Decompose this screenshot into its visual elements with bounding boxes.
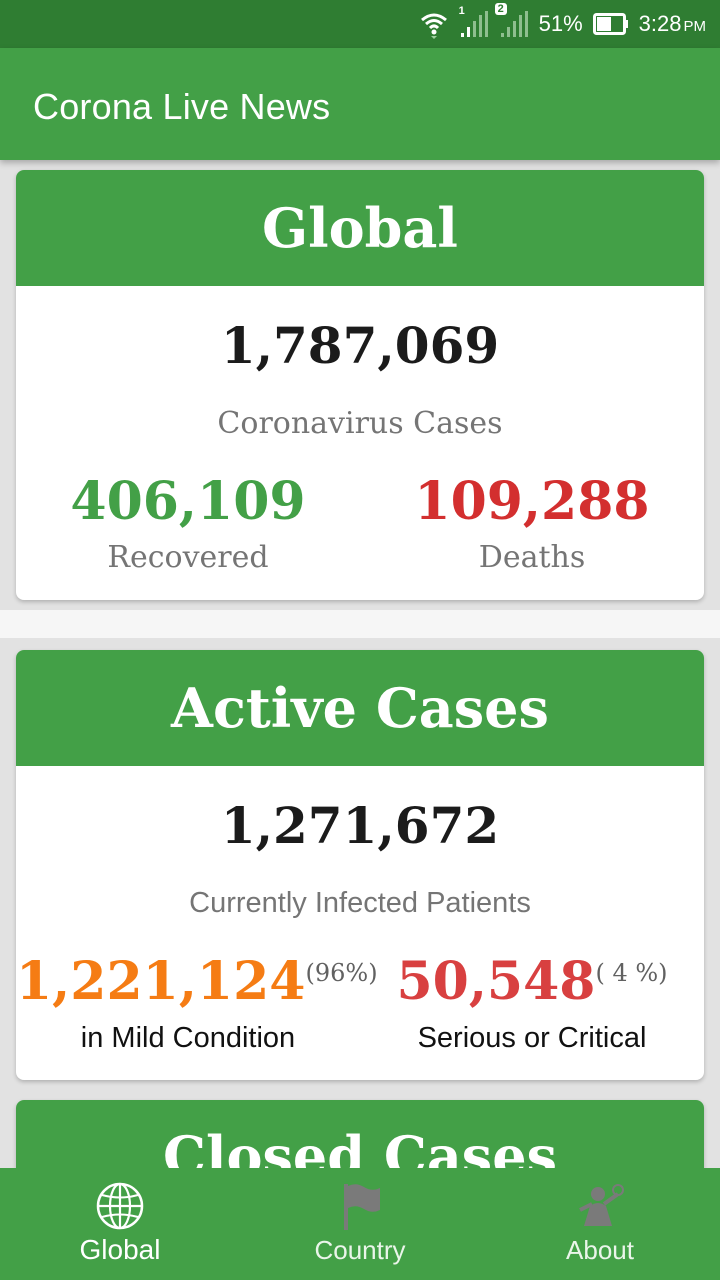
recovered-value: 406,109 xyxy=(70,471,306,532)
bottom-navigation: Global Country About xyxy=(0,1168,720,1280)
flag-icon xyxy=(344,1184,380,1230)
person-icon xyxy=(579,1184,624,1226)
nav-label-global: Global xyxy=(79,1234,161,1265)
wifi-icon xyxy=(419,9,449,39)
status-icons: 1 2 51% 3:28 PM xyxy=(419,0,706,48)
active-total-label: Currently Infected Patients xyxy=(189,887,531,919)
serious-percent: ( 4 %) xyxy=(595,959,668,987)
app-bar: Corona Live News xyxy=(0,48,720,160)
mild-percent: (96%) xyxy=(305,959,378,987)
mild-value: 1,221,124 xyxy=(16,951,306,1012)
global-card-header: Global xyxy=(16,170,704,286)
recovered-label: Recovered xyxy=(107,540,269,575)
clock: 3:28 PM xyxy=(639,11,706,37)
nav-item-country[interactable]: Country xyxy=(240,1168,480,1280)
mild-value-row: 1,221,124(96%) xyxy=(16,956,378,1008)
sim1-label: 1 xyxy=(458,5,465,17)
mild-label: in Mild Condition xyxy=(80,1022,296,1054)
nav-label-about: About xyxy=(566,1235,634,1265)
serious-value-row: 50,548( 4 %) xyxy=(360,956,704,1008)
total-cases-value: 1,787,069 xyxy=(220,316,500,375)
serious-label: Serious or Critical xyxy=(417,1022,647,1054)
sim2-signal-icon: 2 xyxy=(494,3,529,39)
global-card-title: Global xyxy=(262,196,458,260)
globe-icon xyxy=(96,1182,144,1230)
nav-item-about[interactable]: About xyxy=(480,1168,720,1280)
mild-stat: 1,221,124(96%) in Mild Condition xyxy=(16,956,378,1055)
divider-strip xyxy=(0,610,720,638)
sim1-signal-icon: 1 xyxy=(459,5,489,39)
deaths-value: 109,288 xyxy=(414,471,650,532)
battery-icon xyxy=(592,12,629,36)
deaths-stat: 109,288 Deaths xyxy=(360,471,704,576)
total-cases-label: Coronavirus Cases xyxy=(217,406,503,441)
active-total-value: 1,271,672 xyxy=(220,796,500,855)
clock-suffix: PM xyxy=(683,18,707,35)
serious-stat: 50,548( 4 %) Serious or Critical xyxy=(360,956,704,1055)
nav-label-country: Country xyxy=(314,1235,406,1265)
battery-percent: 51% xyxy=(538,11,583,36)
app-title: Corona Live News xyxy=(33,86,331,127)
clock-time: 3:28 xyxy=(638,11,682,36)
global-card: Global 1,787,069 Coronavirus Cases 406,1… xyxy=(16,170,704,600)
active-cases-card: Active Cases 1,271,672 Currently Infecte… xyxy=(16,650,704,1080)
nav-item-global[interactable]: Global xyxy=(0,1168,240,1280)
active-card-header: Active Cases xyxy=(16,650,704,766)
deaths-label: Deaths xyxy=(478,540,586,575)
sim2-label: 2 xyxy=(494,3,507,15)
recovered-stat: 406,109 Recovered xyxy=(16,471,360,576)
active-card-title: Active Cases xyxy=(171,676,549,740)
serious-value: 50,548 xyxy=(396,951,596,1012)
status-bar: 1 2 51% 3:28 PM xyxy=(0,0,720,48)
